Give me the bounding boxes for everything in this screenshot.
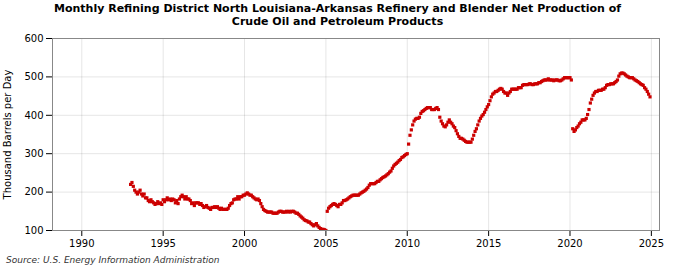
html-text:Source: U.S. Energy Informatio: Source: U.S. Energy Information Administ…	[6, 255, 220, 265]
svg-text:1990: 1990	[69, 238, 94, 249]
svg-text:500: 500	[24, 71, 43, 82]
svg-text:600: 600	[24, 33, 43, 44]
html-text:Monthly Refining District Nort: Monthly Refining District North Louisian…	[54, 2, 621, 28]
svg-text:2025: 2025	[639, 238, 664, 249]
svg-text:2020: 2020	[557, 238, 582, 249]
svg-text:100: 100	[24, 225, 43, 236]
svg-text:400: 400	[24, 110, 43, 121]
svg-text:2005: 2005	[313, 238, 338, 249]
svg-text:200: 200	[24, 186, 43, 197]
svg-text:2000: 2000	[232, 238, 257, 249]
svg-text:2015: 2015	[476, 238, 501, 249]
svg-text:300: 300	[24, 148, 43, 159]
svg-text:2010: 2010	[395, 238, 420, 249]
svg-text:Thousand Barrels per Day: Thousand Barrels per Day	[2, 70, 13, 201]
svg-text:1995: 1995	[150, 238, 175, 249]
